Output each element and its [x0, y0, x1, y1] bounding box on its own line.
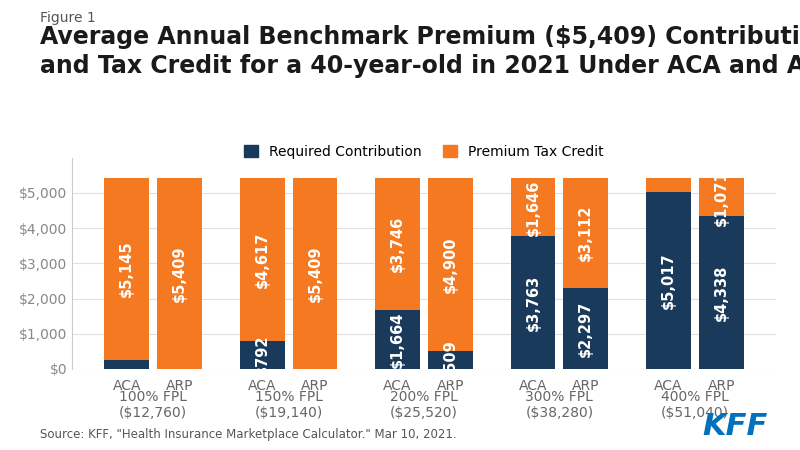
Text: $5,145: $5,145	[119, 241, 134, 297]
Bar	[510, 178, 555, 236]
Text: Figure 1: Figure 1	[40, 11, 96, 25]
Bar	[646, 178, 690, 192]
Bar	[699, 216, 743, 369]
Text: $3,112: $3,112	[578, 205, 594, 261]
Text: ARP: ARP	[437, 379, 464, 393]
Text: 150% FPL
($19,140): 150% FPL ($19,140)	[254, 390, 322, 420]
Bar	[563, 178, 608, 288]
Text: $4,900: $4,900	[443, 236, 458, 293]
Text: 200% FPL
($25,520): 200% FPL ($25,520)	[390, 390, 458, 420]
Bar	[428, 178, 473, 351]
Text: ARP: ARP	[302, 379, 329, 393]
Text: ACA: ACA	[248, 379, 277, 393]
Text: ARP: ARP	[166, 379, 194, 393]
Bar	[240, 341, 285, 369]
Bar	[428, 351, 473, 369]
Text: 400% FPL
($51,040): 400% FPL ($51,040)	[661, 390, 729, 420]
Text: $1,071: $1,071	[714, 169, 729, 225]
Text: $4,617: $4,617	[254, 231, 270, 288]
Bar	[510, 236, 555, 369]
Text: ACA: ACA	[518, 379, 547, 393]
Text: ACA: ACA	[383, 379, 412, 393]
Text: $2,297: $2,297	[578, 301, 594, 357]
Bar	[699, 178, 743, 216]
Text: $5,409: $5,409	[172, 245, 187, 302]
Bar	[375, 310, 420, 369]
Bar	[563, 288, 608, 369]
Text: ARP: ARP	[707, 379, 735, 393]
Bar	[158, 178, 202, 369]
Bar	[105, 360, 149, 369]
Text: $1,646: $1,646	[526, 179, 541, 235]
Text: $1,664: $1,664	[390, 311, 405, 368]
Text: $792: $792	[254, 335, 270, 375]
Text: Source: KFF, "Health Insurance Marketplace Calculator." Mar 10, 2021.: Source: KFF, "Health Insurance Marketpla…	[40, 428, 457, 441]
Text: KFF: KFF	[702, 412, 768, 441]
Bar	[375, 178, 420, 310]
Legend: Required Contribution, Premium Tax Credit: Required Contribution, Premium Tax Credi…	[239, 139, 609, 164]
Text: $509: $509	[443, 340, 458, 380]
Text: ARP: ARP	[572, 379, 599, 393]
Text: $3,746: $3,746	[390, 216, 405, 272]
Text: $5,409: $5,409	[307, 245, 322, 302]
Text: $4,338: $4,338	[714, 264, 729, 321]
Bar	[293, 178, 338, 369]
Text: $3,763: $3,763	[526, 274, 541, 331]
Text: 300% FPL
($38,280): 300% FPL ($38,280)	[526, 390, 594, 420]
Text: 100% FPL
($12,760): 100% FPL ($12,760)	[119, 390, 187, 420]
Bar	[646, 192, 690, 369]
Bar	[105, 178, 149, 360]
Text: ACA: ACA	[113, 379, 141, 393]
Bar	[240, 178, 285, 341]
Text: $5,017: $5,017	[661, 252, 676, 309]
Text: Average Annual Benchmark Premium ($5,409) Contribution
and Tax Credit for a 40-y: Average Annual Benchmark Premium ($5,409…	[40, 25, 800, 78]
Text: ACA: ACA	[654, 379, 682, 393]
